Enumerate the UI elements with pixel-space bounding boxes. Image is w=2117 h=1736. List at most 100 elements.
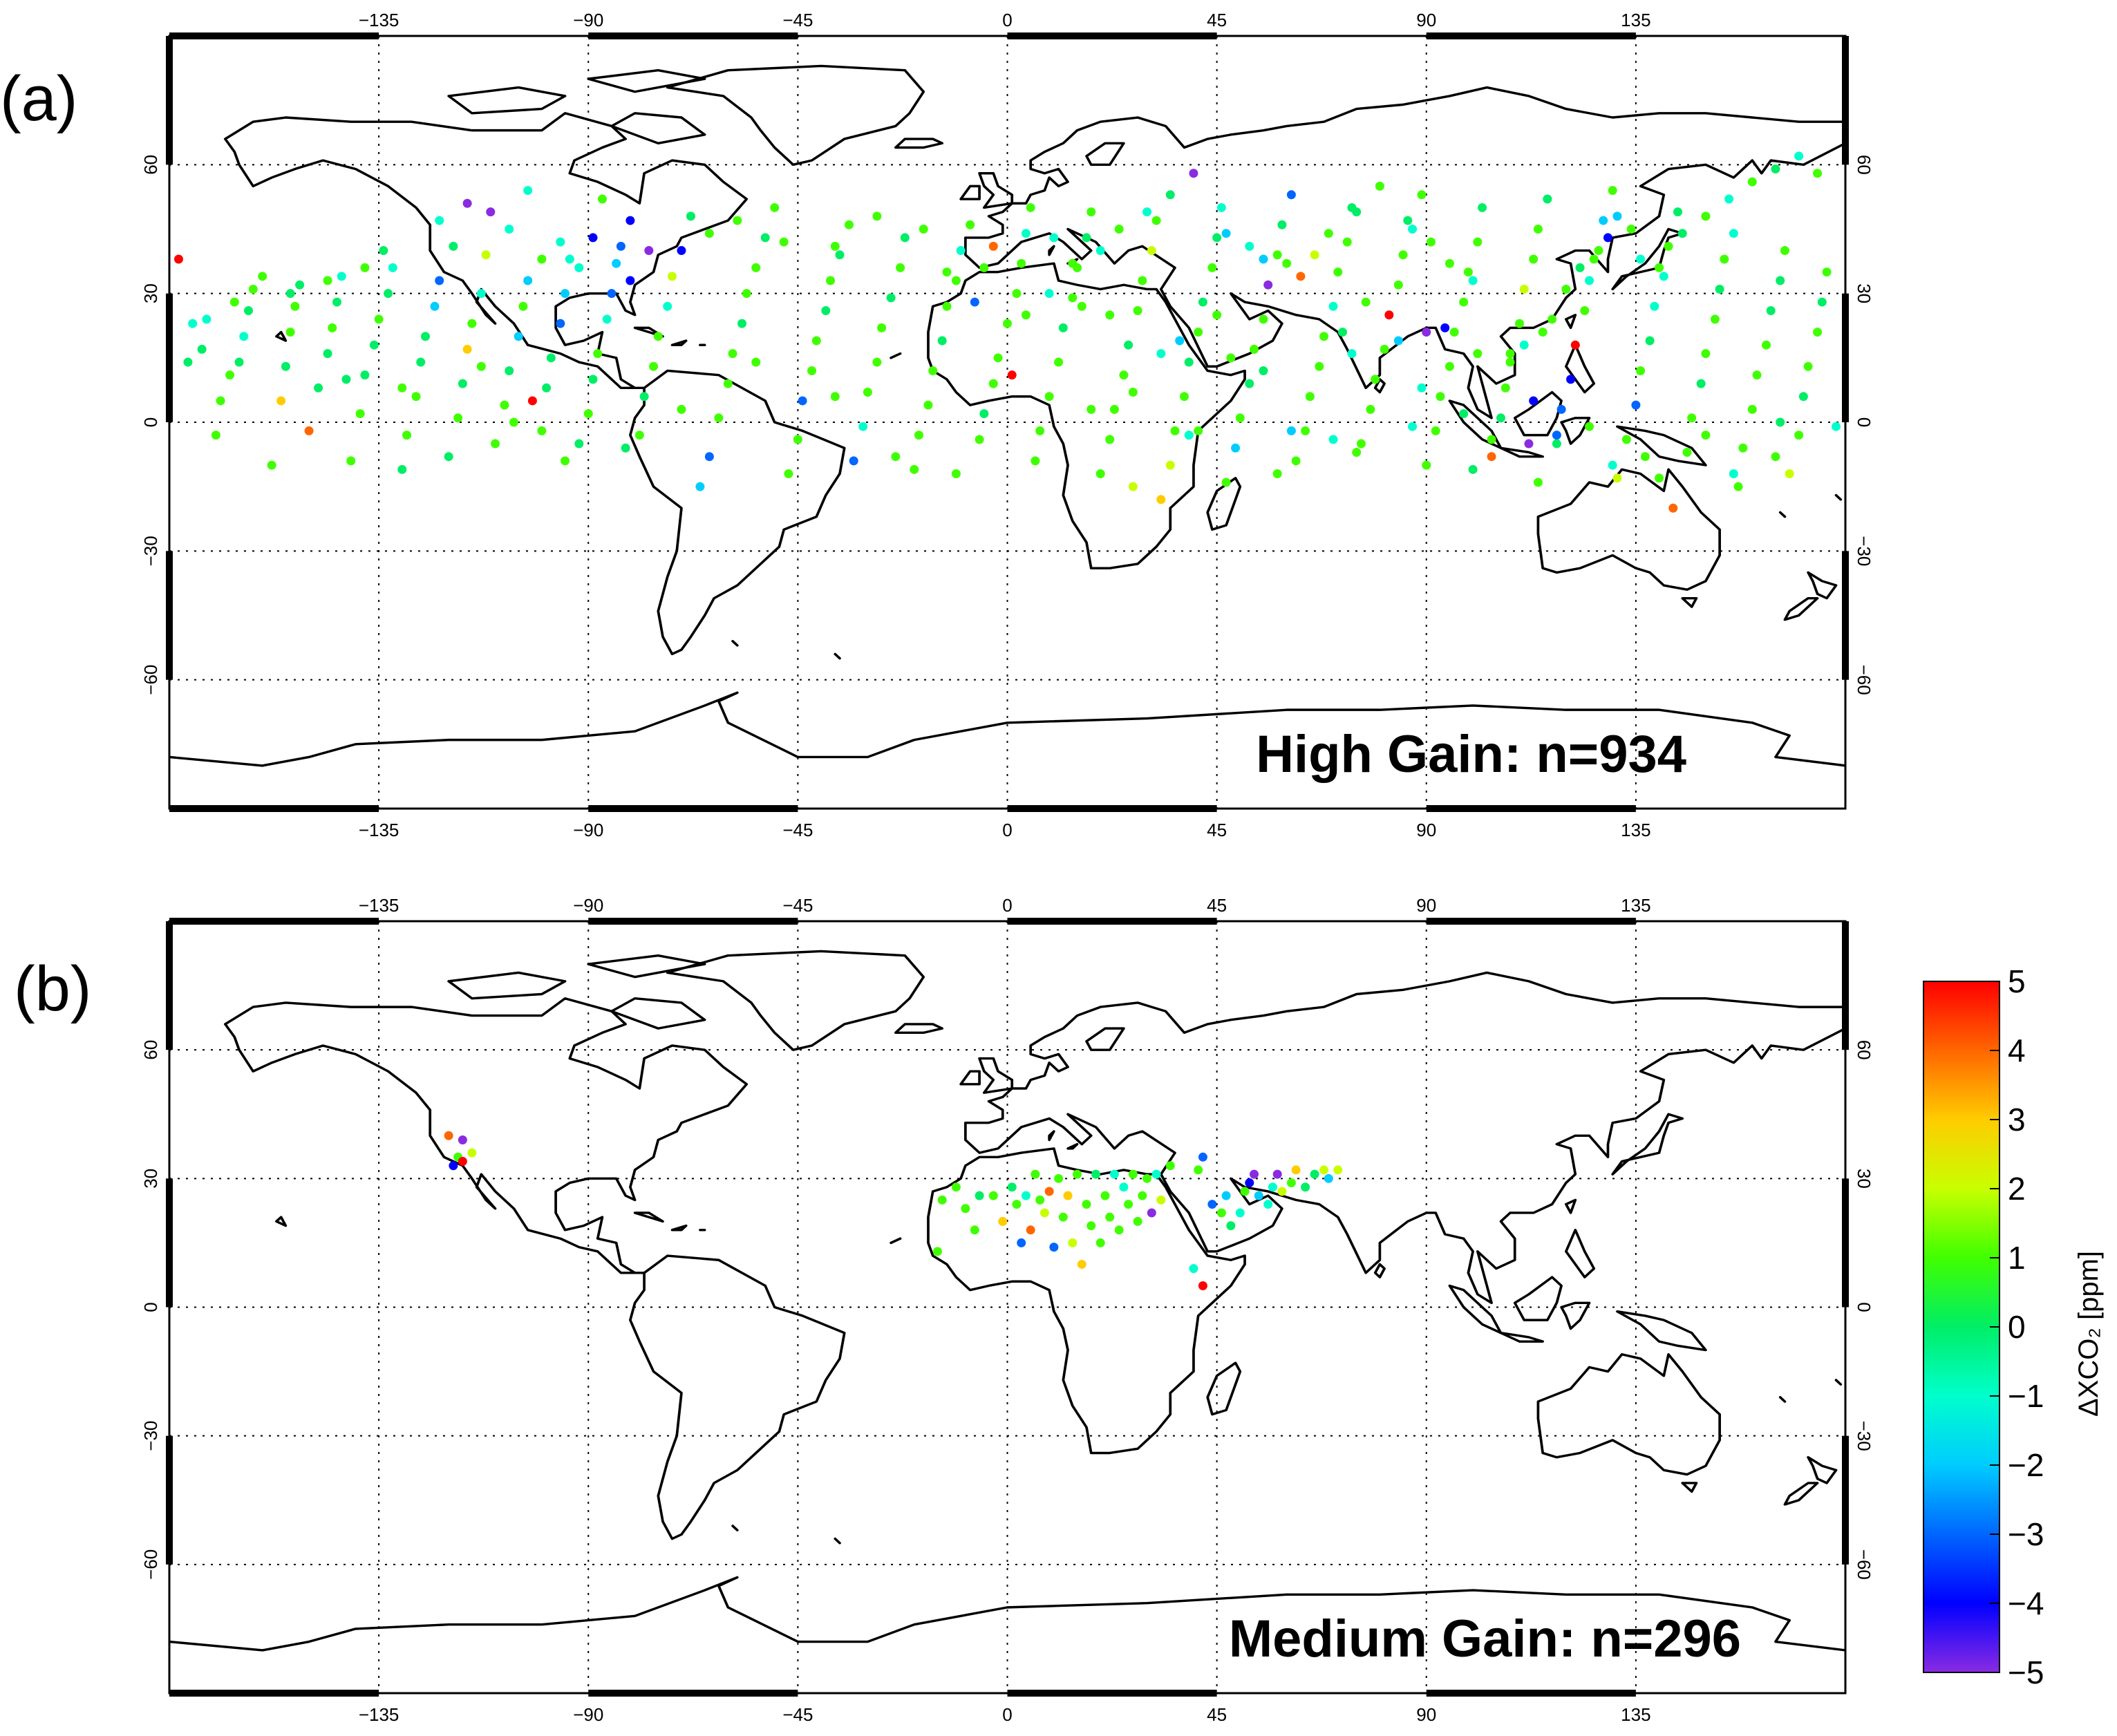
data-point bbox=[1682, 447, 1692, 457]
data-point bbox=[1524, 439, 1534, 449]
data-point bbox=[1696, 379, 1706, 388]
data-point bbox=[360, 370, 370, 380]
data-point bbox=[411, 392, 421, 402]
data-point bbox=[988, 1191, 998, 1200]
data-point bbox=[1021, 1191, 1031, 1200]
data-point bbox=[1729, 229, 1738, 238]
panel-b: (b) −135 −135 −90 −90 −45 −45 0 0 45 45 90 90 135 135… bbox=[14, 895, 1874, 1725]
data-point bbox=[1212, 233, 1222, 243]
data-point bbox=[1194, 426, 1203, 435]
data-point bbox=[276, 396, 286, 406]
lon-tick-label-bottom: −135 bbox=[359, 1704, 399, 1725]
data-point bbox=[1473, 237, 1483, 247]
data-point bbox=[402, 431, 412, 440]
data-point bbox=[1603, 233, 1612, 243]
data-point bbox=[505, 225, 514, 234]
data-point bbox=[1310, 1169, 1319, 1179]
lat-tick-label-left: 30 bbox=[140, 283, 161, 303]
data-point bbox=[565, 254, 574, 264]
data-point bbox=[1505, 349, 1515, 359]
data-point bbox=[896, 263, 905, 272]
lat-tick-label-right: 0 bbox=[1854, 417, 1874, 427]
data-point bbox=[625, 276, 635, 285]
lon-tick-label-top: −45 bbox=[782, 10, 813, 30]
data-point bbox=[1575, 263, 1585, 272]
data-point bbox=[211, 431, 220, 440]
data-point bbox=[430, 301, 440, 311]
data-point bbox=[653, 332, 663, 341]
data-point bbox=[1044, 289, 1054, 299]
data-point bbox=[1459, 409, 1469, 419]
data-point bbox=[1529, 254, 1539, 264]
lat-tick-label-left: −60 bbox=[140, 665, 161, 695]
data-point bbox=[588, 375, 598, 384]
data-point bbox=[1422, 460, 1431, 470]
data-point bbox=[1282, 258, 1292, 268]
data-point bbox=[910, 464, 919, 474]
data-point bbox=[285, 289, 295, 299]
data-point bbox=[1403, 216, 1413, 225]
data-point bbox=[523, 276, 533, 285]
data-point bbox=[388, 263, 397, 272]
data-point bbox=[1543, 194, 1552, 204]
lon-tick-label-top: −135 bbox=[359, 10, 399, 30]
data-point bbox=[1636, 366, 1646, 375]
data-point bbox=[1417, 383, 1427, 393]
data-point bbox=[1668, 503, 1678, 513]
data-point bbox=[937, 336, 947, 346]
data-point bbox=[951, 1182, 961, 1192]
data-point bbox=[1655, 473, 1664, 483]
data-point bbox=[458, 1135, 467, 1144]
map-border-bars bbox=[166, 918, 1849, 1697]
data-point bbox=[1054, 357, 1064, 367]
data-point bbox=[1035, 1195, 1045, 1205]
colorbar-tick-label: −1 bbox=[2008, 1378, 2044, 1414]
data-point bbox=[970, 1225, 979, 1235]
data-point bbox=[1031, 456, 1040, 466]
data-point bbox=[458, 379, 467, 388]
data-point bbox=[500, 400, 509, 410]
data-point bbox=[1054, 1173, 1064, 1183]
data-point bbox=[1039, 1208, 1049, 1218]
data-point bbox=[1538, 328, 1547, 337]
data-point bbox=[1091, 1169, 1100, 1179]
data-point bbox=[1100, 1191, 1110, 1200]
data-point bbox=[1478, 202, 1487, 212]
data-point bbox=[397, 464, 407, 474]
data-point bbox=[1785, 469, 1794, 479]
data-point bbox=[793, 435, 802, 444]
data-point bbox=[872, 211, 882, 221]
data-point bbox=[742, 289, 751, 299]
data-point bbox=[337, 272, 346, 281]
lon-tick-label-bottom: −135 bbox=[359, 820, 399, 840]
data-point bbox=[942, 301, 952, 311]
data-point bbox=[811, 336, 821, 346]
data-point bbox=[919, 225, 928, 234]
data-point bbox=[1640, 452, 1650, 462]
data-point bbox=[1086, 207, 1096, 217]
data-point bbox=[1095, 469, 1105, 479]
data-point bbox=[961, 1204, 970, 1214]
lat-tick-label-right: 30 bbox=[1854, 1169, 1874, 1189]
data-point bbox=[509, 417, 518, 427]
data-point bbox=[1021, 229, 1031, 238]
data-point bbox=[1440, 323, 1450, 332]
data-point bbox=[858, 422, 868, 431]
data-point bbox=[951, 469, 961, 479]
data-point bbox=[1776, 417, 1785, 427]
data-point bbox=[1338, 328, 1347, 337]
data-point bbox=[677, 246, 686, 256]
lon-tick-label-bottom: 90 bbox=[1416, 820, 1436, 840]
data-point bbox=[663, 301, 672, 311]
data-point bbox=[304, 426, 314, 435]
data-point bbox=[1529, 396, 1539, 406]
data-point bbox=[1138, 276, 1147, 285]
data-point bbox=[1268, 1182, 1277, 1192]
data-point bbox=[1333, 267, 1343, 277]
data-point bbox=[1445, 361, 1454, 371]
data-point bbox=[1431, 426, 1440, 435]
data-point bbox=[1752, 370, 1762, 380]
data-point bbox=[1095, 1238, 1105, 1247]
data-point bbox=[695, 482, 705, 491]
data-point bbox=[1733, 482, 1743, 491]
